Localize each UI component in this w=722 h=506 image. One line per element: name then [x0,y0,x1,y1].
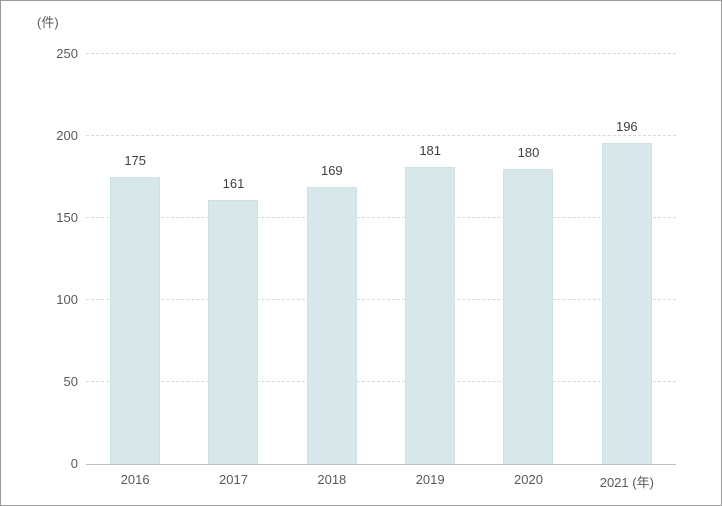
x-tick-label-2018: 2018 [317,472,347,487]
y-tick-label: 200 [56,128,78,143]
bar-value-label: 181 [419,143,442,159]
x-tick-label-2021: 2021 (年) [599,475,654,490]
bar-value-label: 175 [124,153,147,168]
gridline-y-200 [86,135,676,136]
bar-slot-2019: 181 [381,54,479,464]
y-tick-label: 100 [56,292,78,307]
bar-value-label: 196 [615,118,638,134]
plot-area: 0 50 100 150 200 250 2016 175 2017 161 2018 169 2019… [56,46,676,490]
gridline-y-150 [86,217,676,218]
gridline-y-50 [86,381,676,382]
bar-value-label: 161 [222,175,245,191]
bar-slot-2017: 161 [184,54,282,464]
x-tick-label-2016: 2016 [120,472,150,487]
bar-value-label: 180 [517,144,540,160]
bar-2020 [503,168,554,464]
y-tick-label: 150 [56,210,78,225]
x-tick-label-2020: 2020 [514,472,543,487]
bar-slot-2018: 169 [283,54,381,464]
x-tick-label-2017: 2017 [219,472,248,487]
gridline-y-100 [86,299,676,300]
y-axis-unit-label: (件) [37,15,59,30]
y-tick-label: 50 [63,374,78,389]
bar-value-label: 169 [320,162,343,178]
bar-2017 [208,199,259,464]
y-tick-label: 250 [56,46,78,61]
y-tick-label: 0 [70,456,78,471]
bar-2019 [405,167,456,464]
x-tick-label-2019: 2019 [415,472,445,487]
bar-slot-2020: 180 [479,54,577,464]
bar-2016 [110,177,161,464]
bar-2021 [601,142,652,464]
bar-slot-2021: 196 [578,54,676,464]
bar-slot-2016: 175 [86,54,184,464]
gridline-y-250 [86,53,676,54]
bar-2018 [306,186,357,464]
